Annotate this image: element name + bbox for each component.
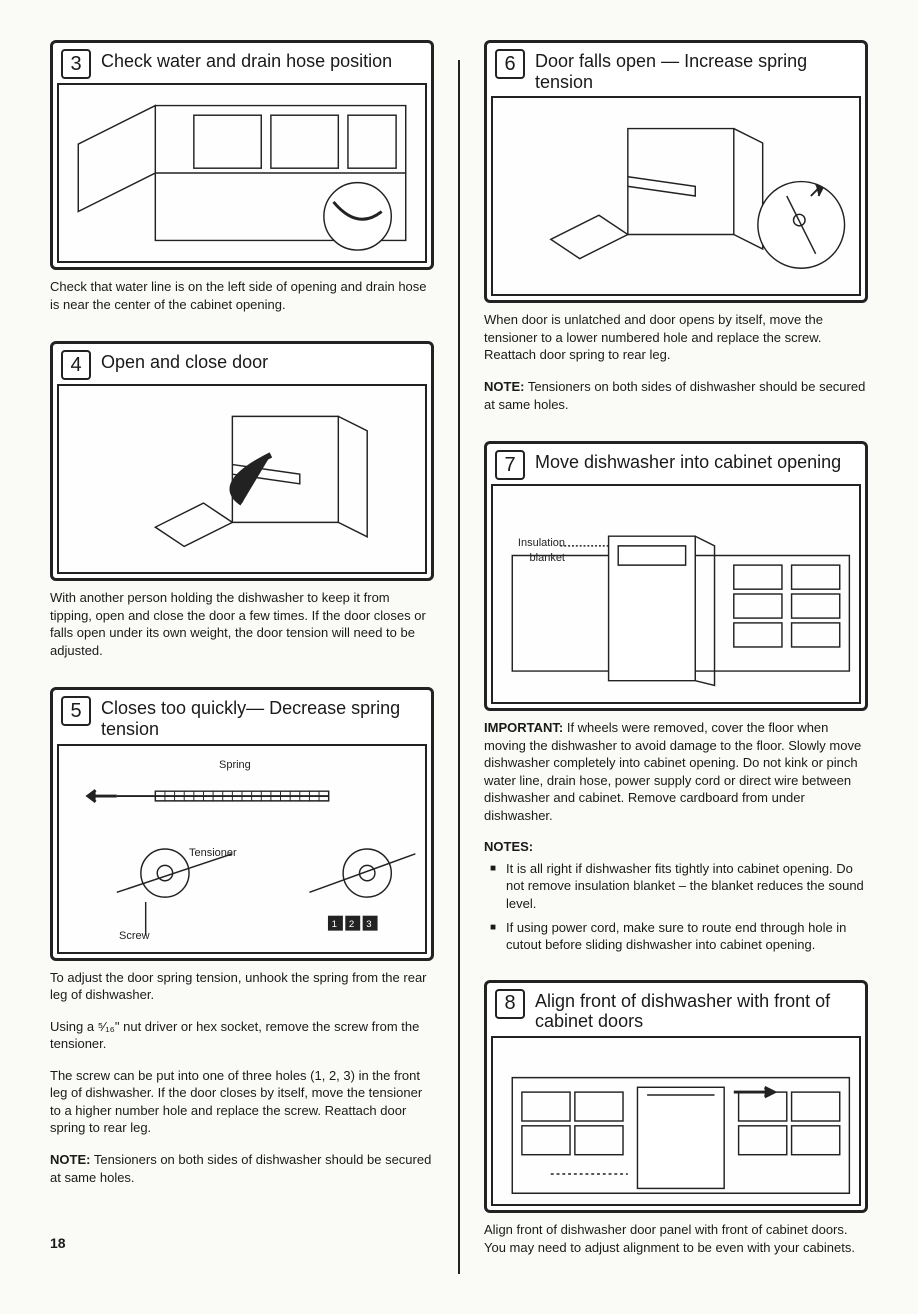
svg-text:3: 3 bbox=[366, 919, 371, 930]
step-5-note: NOTE: Tensioners on both sides of dishwa… bbox=[50, 1151, 434, 1186]
step-3: 3 Check water and drain hose position bbox=[50, 40, 434, 327]
step-6-frame: 6 Door falls open — Increase spring tens… bbox=[484, 40, 868, 303]
step-6-number: 6 bbox=[495, 49, 525, 79]
step-5: 5 Closes too quickly— Decrease spring te… bbox=[50, 687, 434, 1200]
step-5-p1: To adjust the door spring tension, unhoo… bbox=[50, 969, 434, 1004]
right-column: 6 Door falls open — Increase spring tens… bbox=[484, 40, 868, 1284]
left-column: 3 Check water and drain hose position bbox=[50, 40, 434, 1284]
svg-text:2: 2 bbox=[349, 919, 354, 930]
label-tensioner: Tensioner bbox=[189, 846, 237, 861]
step-4-frame: 4 Open and close door bbox=[50, 341, 434, 581]
step-5-title: Closes too quickly— Decrease spring tens… bbox=[101, 696, 423, 739]
step-5-p2: Using a ⁵⁄₁₆" nut driver or hex socket, … bbox=[50, 1018, 434, 1053]
step-6-title: Door falls open — Increase spring tensio… bbox=[535, 49, 857, 92]
step-7-illustration: Insulation blanket bbox=[491, 484, 861, 704]
step-4-title: Open and close door bbox=[101, 350, 268, 373]
step-7-frame: 7 Move dishwasher into cabinet opening bbox=[484, 441, 868, 711]
step-6-p1: When door is unlatched and door opens by… bbox=[484, 311, 868, 364]
step-8-caption: Align front of dishwasher door panel wit… bbox=[484, 1221, 868, 1256]
step-5-p3: The screw can be put into one of three h… bbox=[50, 1067, 434, 1137]
page-layout: 3 Check water and drain hose position bbox=[50, 40, 868, 1284]
step-3-illustration bbox=[57, 83, 427, 263]
step-5-number: 5 bbox=[61, 696, 91, 726]
step-6: 6 Door falls open — Increase spring tens… bbox=[484, 40, 868, 427]
step-3-caption: Check that water line is on the left sid… bbox=[50, 278, 434, 313]
step-7-notes-label: NOTES: bbox=[484, 838, 868, 856]
step-8: 8 Align front of dishwasher with front o… bbox=[484, 980, 868, 1270]
step-7-number: 7 bbox=[495, 450, 525, 480]
label-insulation: Insulation blanket bbox=[505, 536, 565, 566]
step-3-number: 3 bbox=[61, 49, 91, 79]
step-3-title: Check water and drain hose position bbox=[101, 49, 392, 72]
step-7: 7 Move dishwasher into cabinet opening bbox=[484, 441, 868, 966]
label-screw: Screw bbox=[119, 929, 150, 944]
step-4: 4 Open and close door With bbox=[50, 341, 434, 673]
step-8-frame: 8 Align front of dishwasher with front o… bbox=[484, 980, 868, 1213]
step-7-title: Move dishwasher into cabinet opening bbox=[535, 450, 841, 473]
step-5-illustration: 1 2 3 Spring Tensioner Screw bbox=[57, 744, 427, 954]
svg-text:1: 1 bbox=[332, 919, 337, 930]
step-6-illustration bbox=[491, 96, 861, 296]
step-8-title: Align front of dishwasher with front of … bbox=[535, 989, 857, 1032]
label-spring: Spring bbox=[219, 758, 251, 773]
step-7-note-2: If using power cord, make sure to route … bbox=[490, 919, 868, 954]
step-4-caption: With another person holding the dishwash… bbox=[50, 589, 434, 659]
step-7-note-1: It is all right if dishwasher fits tight… bbox=[490, 860, 868, 913]
step-3-frame: 3 Check water and drain hose position bbox=[50, 40, 434, 270]
step-8-illustration bbox=[491, 1036, 861, 1206]
step-4-number: 4 bbox=[61, 350, 91, 380]
step-6-note: NOTE: Tensioners on both sides of dishwa… bbox=[484, 378, 868, 413]
step-7-notes-list: It is all right if dishwasher fits tight… bbox=[484, 860, 868, 954]
step-8-number: 8 bbox=[495, 989, 525, 1019]
column-divider bbox=[458, 60, 460, 1274]
step-5-frame: 5 Closes too quickly— Decrease spring te… bbox=[50, 687, 434, 960]
step-4-illustration bbox=[57, 384, 427, 574]
step-7-important: IMPORTANT: If wheels were removed, cover… bbox=[484, 719, 868, 824]
page-number: 18 bbox=[50, 1234, 434, 1253]
